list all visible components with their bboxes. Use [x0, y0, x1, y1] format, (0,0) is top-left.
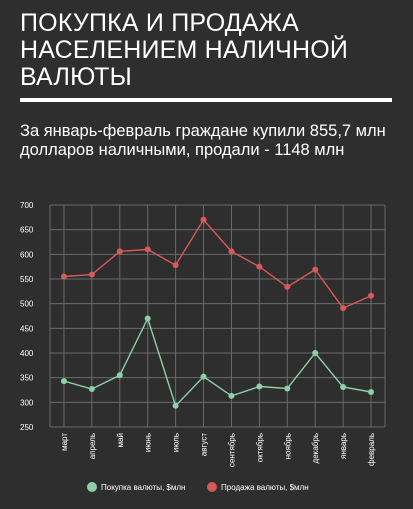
- y-tick-label: 500: [20, 300, 34, 309]
- x-tick-label: июль: [172, 433, 181, 452]
- y-tick-label: 250: [20, 423, 34, 432]
- data-point-1-3: [144, 246, 151, 253]
- data-point-0-8: [284, 385, 291, 392]
- data-point-1-2: [116, 248, 123, 255]
- x-tick-label: ноябрь: [283, 433, 292, 459]
- data-point-1-8: [284, 283, 291, 290]
- data-point-0-0: [60, 378, 67, 385]
- chart-grid: [49, 204, 386, 428]
- data-point-1-10: [340, 305, 347, 312]
- legend-label-1: Продажа валюты, $млн: [221, 483, 309, 492]
- y-axis-ticks: 250 300 350 400 450 500 550 600 650 700: [20, 201, 34, 432]
- data-point-0-3: [144, 315, 151, 322]
- data-point-0-2: [116, 372, 123, 379]
- x-tick-label: сентябрь: [227, 433, 236, 467]
- data-point-0-6: [228, 392, 235, 399]
- data-point-0-4: [172, 402, 179, 409]
- chart-title: ПОКУПКА И ПРОДАЖА НАСЕЛЕНИЕМ НАЛИЧНОЙ ВА…: [20, 9, 349, 91]
- x-tick-label: апрель: [88, 433, 97, 459]
- x-axis-ticks: март апрель май июнь июль август сентябрь октяб…: [60, 433, 376, 467]
- legend-marker-0: [87, 482, 97, 492]
- y-tick-label: 550: [20, 275, 34, 284]
- y-tick-label: 600: [20, 250, 34, 259]
- x-tick-label: февраль: [367, 433, 376, 466]
- data-point-1-6: [228, 248, 235, 255]
- legend-marker-1: [207, 482, 217, 492]
- y-tick-label: 650: [20, 226, 34, 235]
- data-point-0-10: [340, 384, 347, 391]
- data-point-1-1: [88, 271, 95, 278]
- legend-label-0: Покупка валюты, $млн: [101, 483, 185, 492]
- data-point-0-7: [256, 383, 263, 390]
- title-underline: [20, 98, 392, 102]
- x-tick-label: август: [200, 433, 209, 457]
- x-tick-label: июнь: [144, 433, 153, 452]
- y-tick-label: 400: [20, 349, 34, 358]
- x-tick-label: октябрь: [255, 433, 264, 462]
- line-chart: 250 300 350 400 450 500 550 600 650 700 март апрел…: [20, 201, 386, 492]
- y-tick-label: 300: [20, 398, 34, 407]
- series-line-1: [63, 218, 372, 309]
- chart-legend: Покупка валюты, $млн Продажа валюты, $млн: [87, 482, 309, 492]
- data-point-0-1: [88, 386, 95, 393]
- x-tick-label: май: [116, 433, 125, 447]
- y-tick-label: 700: [20, 201, 34, 210]
- data-point-0-9: [312, 350, 319, 356]
- data-point-1-5: [200, 216, 207, 223]
- data-point-1-9: [312, 266, 319, 273]
- data-point-1-0: [60, 273, 67, 280]
- y-tick-label: 450: [20, 324, 34, 333]
- data-point-1-11: [368, 292, 375, 299]
- data-point-0-5: [200, 373, 207, 380]
- chart-subtitle: За январь-февраль граждане купили 855,7 …: [20, 122, 386, 159]
- data-point-0-11: [368, 388, 375, 395]
- x-tick-label: январь: [339, 433, 348, 459]
- series-line-0: [63, 316, 372, 408]
- x-tick-label: март: [60, 433, 69, 451]
- series-points: [60, 216, 375, 409]
- series-lines: [63, 218, 372, 408]
- y-tick-label: 350: [20, 374, 34, 383]
- data-point-1-4: [172, 262, 179, 269]
- x-tick-label: декабрь: [311, 433, 320, 463]
- data-point-1-7: [256, 263, 263, 270]
